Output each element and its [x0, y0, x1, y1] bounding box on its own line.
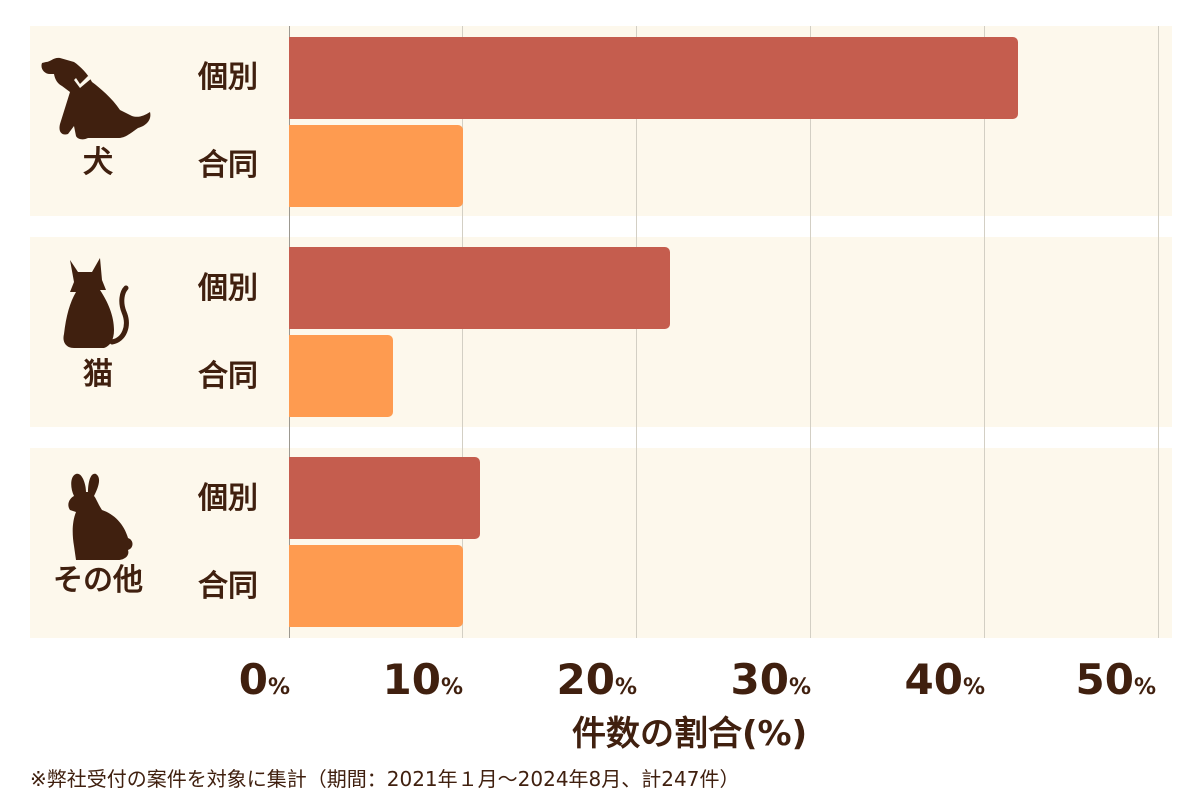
row-label-cat-joint: 合同 [198, 359, 258, 394]
bar-cat-joint [289, 335, 393, 417]
tick-0: 0% [239, 655, 290, 713]
gridline-20 [636, 26, 637, 638]
gridline-40 [984, 26, 985, 638]
row-label-dog-joint: 合同 [198, 148, 258, 183]
group-label-cat: 猫 [83, 357, 113, 392]
gridline-50 [1158, 26, 1159, 638]
gridline-30 [810, 26, 811, 638]
tick-unit: % [440, 675, 463, 700]
bar-dog-joint [289, 125, 463, 207]
footnote: ※弊社受付の案件を対象に集計（期間：2021年１月～2024年8月、計247件） [30, 767, 740, 791]
tick-unit: % [962, 675, 985, 700]
row-label-cat-individual: 個別 [198, 271, 258, 306]
tick-number: 50 [1075, 655, 1134, 704]
bar-other-individual [289, 457, 480, 539]
tick-unit: % [267, 675, 290, 700]
tick-number: 40 [904, 655, 963, 704]
bar-dog-individual [289, 37, 1018, 119]
tick-50: 50% [1076, 655, 1157, 713]
cat-icon [63, 258, 129, 348]
tick-unit: % [788, 675, 811, 700]
bar-cat-individual [289, 247, 670, 329]
group-cat: 猫 [30, 256, 166, 392]
row-label-other-joint: 合同 [198, 569, 258, 604]
x-axis-title: 件数の割合(%) [572, 714, 808, 754]
tick-number: 30 [730, 655, 789, 704]
tick-unit: % [1133, 675, 1156, 700]
group-label-dog: 犬 [83, 145, 113, 180]
tick-number: 20 [556, 655, 615, 704]
tick-10: 10% [383, 655, 464, 713]
tick-number: 0 [238, 655, 268, 704]
bar-other-joint [289, 545, 463, 627]
tick-unit: % [614, 675, 637, 700]
tick-number: 10 [382, 655, 441, 704]
row-label-dog-individual: 個別 [198, 60, 258, 95]
gridline-10 [462, 26, 463, 638]
tick-30: 30% [731, 655, 812, 713]
group-other: その他 [30, 472, 166, 598]
dog-icon [41, 57, 151, 140]
group-panel-other [30, 448, 1172, 638]
tick-40: 40% [905, 655, 986, 713]
tick-20: 20% [557, 655, 638, 713]
row-label-other-individual: 個別 [198, 481, 258, 516]
group-dog: 犬 [30, 54, 166, 180]
rabbit-icon [68, 473, 133, 560]
gridline-0 [289, 26, 290, 638]
group-label-other: その他 [53, 563, 143, 598]
